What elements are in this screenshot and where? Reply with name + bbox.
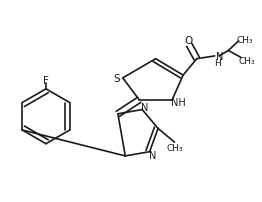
Text: CH₃: CH₃ xyxy=(167,144,183,153)
Text: N: N xyxy=(149,150,157,160)
Text: CH₃: CH₃ xyxy=(237,35,253,44)
Text: H: H xyxy=(214,59,221,68)
Text: N: N xyxy=(141,103,149,113)
Text: N: N xyxy=(216,52,223,62)
Text: S: S xyxy=(113,74,120,84)
Text: CH₃: CH₃ xyxy=(239,57,255,65)
Text: F: F xyxy=(43,76,49,86)
Text: NH: NH xyxy=(171,98,186,108)
Text: O: O xyxy=(184,36,193,45)
